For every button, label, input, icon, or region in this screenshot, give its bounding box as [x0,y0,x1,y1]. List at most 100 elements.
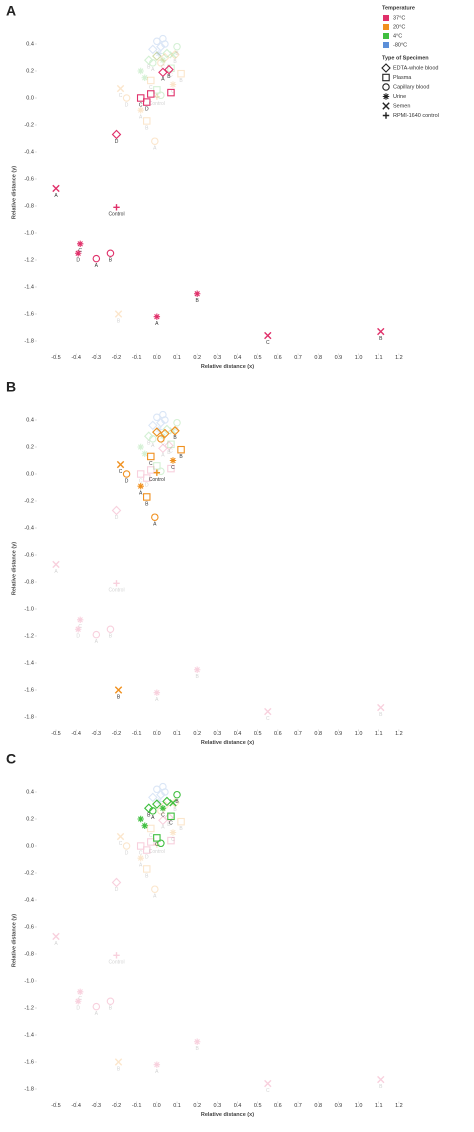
x-tick-label: 0.0 [153,1103,161,1109]
point [144,55,154,65]
marker-star [76,988,84,995]
point-label: D [76,634,80,640]
x-tick-label: 0.7 [294,731,302,737]
marker-circle [159,410,167,419]
marker-square [153,834,161,842]
point [158,815,168,826]
marker-diamond [162,424,172,435]
y-tick-label: -1.4 [24,660,33,666]
marker-square [147,838,155,846]
legend-title: Type of Specimen [382,55,429,61]
point [143,98,151,106]
point [143,117,151,125]
marker-star [141,822,148,829]
point-label: B [117,1066,121,1072]
point [148,44,158,55]
point-label: C [149,85,153,91]
point-label: A [54,569,58,575]
point [106,997,115,1005]
legend-title: Temperature [382,5,415,11]
point-label: A [139,114,143,120]
point [169,829,177,836]
marker-circle [157,59,165,67]
marker-x [114,310,123,318]
marker-square [143,117,151,125]
y-axis-label: Relative distance (y) [11,542,17,595]
x-tick-label: 0.1 [173,731,181,737]
point-label: A [95,1011,99,1017]
point-label: A [153,894,157,900]
marker-diamond [111,129,122,140]
point-label: B [173,435,177,441]
point-label: B [145,873,149,879]
marker-circle [153,37,161,46]
point [76,616,84,623]
marker-x [114,686,123,694]
point-label: C [149,461,153,467]
point [111,877,122,888]
marker-diamond [148,44,158,55]
point-label: B [167,822,171,828]
point [52,184,60,193]
marker-diamond [144,431,154,441]
y-tick-label: -1.8 [24,1086,33,1092]
legend-swatch [383,42,389,48]
y-tick-label: -0.2 [24,870,33,876]
point [173,790,181,799]
point-label: A [151,815,155,821]
y-axis-label: Relative distance (y) [11,166,17,219]
point [111,505,122,516]
marker-circle [92,1002,101,1011]
point [169,51,177,59]
point [162,424,172,435]
y-tick-label: -1.2 [24,257,33,263]
point [148,420,158,431]
point-label: C [155,842,159,848]
x-tick-label: 0.4 [234,355,242,361]
point-label: C [119,469,123,475]
y-tick-label: -1.4 [24,1032,33,1038]
x-tick-label: -0.3 [92,355,101,361]
point [147,76,155,85]
x-tick-label: 1.1 [375,731,383,737]
y-tick-label: -0.6 [24,924,33,930]
point [167,836,175,845]
point [159,34,167,43]
point [153,462,161,470]
marker-star [137,854,144,862]
marker-diamond [164,440,174,451]
point-label: D [76,1006,80,1012]
legend-label: 4°C [393,33,402,39]
marker-circle [161,40,169,48]
x-tick-label: 0.4 [234,731,242,737]
point-label: B [167,74,171,80]
marker-x [52,932,60,941]
point [116,84,125,93]
point-label: D [145,106,149,112]
point [106,625,115,633]
point-label: A [155,1069,159,1075]
marker-diamond [162,48,172,59]
point [377,327,385,336]
x-tick-label: 0.6 [274,731,282,737]
marker-star [382,93,390,100]
point-label: C [161,441,165,447]
point-label: A [153,146,157,152]
marker-circle [122,842,131,850]
point [264,1079,272,1088]
legend-swatch [383,24,389,30]
marker-circle [153,413,161,422]
point [152,51,162,61]
y-tick-label: -1.0 [24,230,33,236]
x-tick-label: 0.7 [294,355,302,361]
x-tick-label: 0.1 [173,355,181,361]
x-tick-label: 1.2 [395,731,403,737]
point [52,560,60,569]
point-label: C [266,716,270,722]
marker-circle [173,42,181,51]
x-tick-label: 0.0 [153,731,161,737]
point-label: B [179,826,183,832]
marker-diamond [160,52,170,63]
point-label: B [179,454,183,460]
